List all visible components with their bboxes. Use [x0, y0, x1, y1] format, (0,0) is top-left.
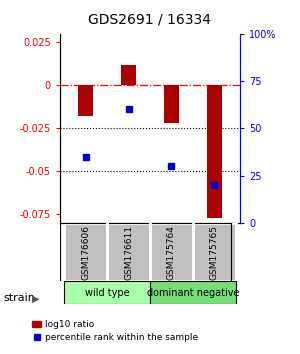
Bar [64, 223, 107, 281]
Bar [121, 65, 136, 85]
Bar [193, 223, 236, 281]
Text: GSM175764: GSM175764 [167, 225, 176, 280]
Bar [107, 223, 150, 281]
Point [169, 164, 174, 169]
Bar [150, 281, 236, 304]
Legend: log10 ratio, percentile rank within the sample: log10 ratio, percentile rank within the … [28, 316, 202, 346]
Bar [150, 223, 193, 281]
Text: strain: strain [3, 293, 35, 303]
Point [126, 107, 131, 112]
Text: wild type: wild type [85, 288, 130, 298]
Bar [64, 281, 150, 304]
Text: dominant negative: dominant negative [147, 288, 239, 298]
Text: ▶: ▶ [32, 294, 39, 304]
Text: GSM176606: GSM176606 [81, 225, 90, 280]
Text: GSM175765: GSM175765 [210, 225, 219, 280]
Point [83, 154, 88, 160]
Bar [207, 85, 222, 218]
Bar [164, 85, 179, 123]
Text: GDS2691 / 16334: GDS2691 / 16334 [88, 12, 212, 27]
Text: GSM176611: GSM176611 [124, 225, 133, 280]
Bar [78, 85, 93, 116]
Point [212, 182, 217, 188]
